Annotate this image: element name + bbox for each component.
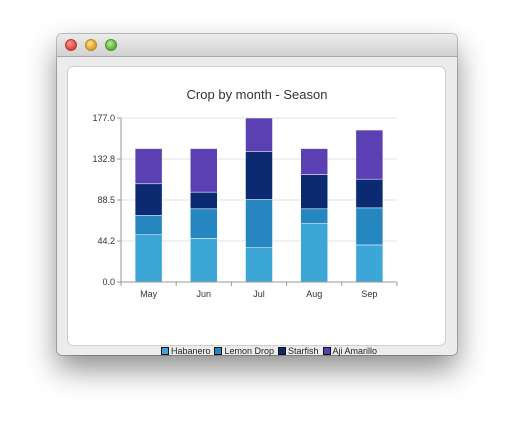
bar-segment-habanero xyxy=(245,247,273,283)
legend-swatch xyxy=(214,347,223,355)
y-tick-label: 88.5 xyxy=(97,195,115,205)
bar-segment-aji-amarillo xyxy=(245,117,273,152)
x-tick-label: Jul xyxy=(253,289,265,299)
legend-label: Lemon Drop xyxy=(224,346,275,356)
legend-label: Aji Amarillo xyxy=(332,346,378,356)
legend-item: Lemon Drop xyxy=(214,346,274,356)
bar-segment-habanero xyxy=(190,238,218,283)
close-button[interactable] xyxy=(65,39,77,51)
legend-item: Habanero xyxy=(160,346,211,356)
stacked-bar-chart: Crop by month - Season 0.0 44.2 88.5 132.8 1… xyxy=(92,87,398,299)
legend-swatch xyxy=(278,347,287,355)
bar-segment-lemon-drop xyxy=(300,208,328,224)
chart-legend: Habanero Lemon Drop Starfish Aji Amarillo xyxy=(154,344,384,358)
bar-segment-starfish xyxy=(300,174,328,210)
bar-segment-lemon-drop xyxy=(355,207,384,246)
bar-segment-aji-amarillo xyxy=(355,129,384,180)
x-tick-label: Sep xyxy=(361,289,377,299)
bar-segment-lemon-drop xyxy=(190,208,218,239)
bar-segment-habanero xyxy=(355,244,384,283)
y-tick-label: 177.0 xyxy=(92,113,115,123)
bar-segment-habanero xyxy=(134,234,163,283)
minimize-button[interactable] xyxy=(85,39,97,51)
bar-segment-habanero xyxy=(300,223,328,283)
y-tick-label: 132.8 xyxy=(92,154,115,164)
legend-label: Starfish xyxy=(288,346,319,356)
bar-segment-starfish xyxy=(355,178,384,209)
legend-item: Aji Amarillo xyxy=(322,346,378,356)
legend-label: Habanero xyxy=(170,346,211,356)
zoom-button[interactable] xyxy=(105,39,117,51)
x-tick-label: Jun xyxy=(197,289,212,299)
chart-title: Crop by month - Season xyxy=(187,87,328,102)
bar-segment-lemon-drop xyxy=(134,215,163,235)
bar-segment-starfish xyxy=(245,151,273,200)
bar-segment-aji-amarillo xyxy=(190,148,218,193)
bar-segment-starfish xyxy=(190,191,218,210)
bars xyxy=(134,117,384,283)
x-tick-label: May xyxy=(140,289,158,299)
bar-segment-lemon-drop xyxy=(245,199,273,248)
legend-swatch xyxy=(160,347,169,355)
legend-swatch xyxy=(322,347,331,355)
legend-item: Starfish xyxy=(278,346,319,356)
x-tick-label: Aug xyxy=(306,289,322,299)
title-bar[interactable] xyxy=(57,34,457,57)
bar-segment-starfish xyxy=(134,183,163,216)
axes: 0.0 44.2 88.5 132.8 177.0 May Jun Jul Aug Sep xyxy=(92,113,398,299)
y-tick-label: 0.0 xyxy=(102,277,115,287)
bar-segment-aji-amarillo xyxy=(134,148,163,185)
y-tick-label: 44.2 xyxy=(97,236,115,246)
chart-panel: Crop by month - Season 0.0 44.2 88.5 132.8 1… xyxy=(67,66,446,356)
bar-segment-aji-amarillo xyxy=(300,148,328,175)
